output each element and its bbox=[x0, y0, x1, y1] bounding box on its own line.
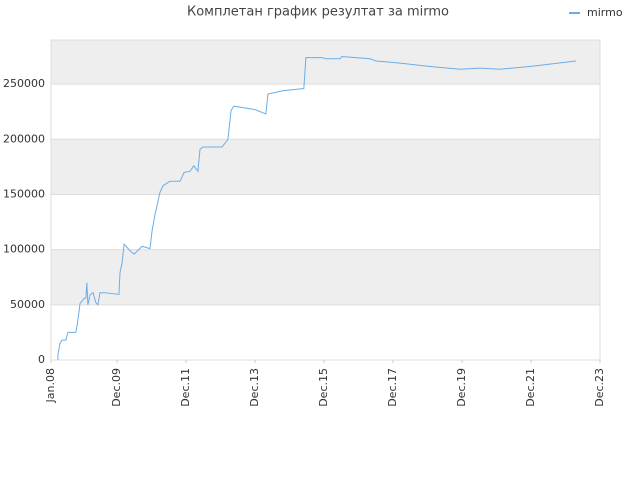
x-tick-label: Dec.09 bbox=[110, 368, 123, 407]
x-tick-label: Dec.11 bbox=[179, 368, 192, 407]
x-tick-label: Jan.08 bbox=[44, 368, 57, 403]
x-tick-label: Dec.23 bbox=[593, 368, 606, 407]
x-tick-label: Dec.13 bbox=[248, 368, 261, 407]
y-tick-label: 50000 bbox=[10, 298, 45, 311]
y-tick-label: 150000 bbox=[3, 187, 45, 200]
grid-band bbox=[51, 139, 600, 195]
plot-border bbox=[50, 39, 601, 361]
x-tick-label: Dec.15 bbox=[317, 368, 330, 407]
x-tick-label: Dec.17 bbox=[386, 368, 399, 407]
y-tick-label: 200000 bbox=[3, 132, 45, 145]
legend-label: mirmo bbox=[587, 6, 623, 19]
grid-band bbox=[51, 40, 600, 85]
y-tick-label: 0 bbox=[38, 353, 45, 366]
y-tick-label: 250000 bbox=[3, 77, 45, 90]
y-tick-label: 100000 bbox=[3, 243, 45, 256]
x-tick-label: Dec.19 bbox=[455, 368, 468, 407]
chart-title: Комплетан график резултат за mirmo bbox=[187, 5, 449, 20]
series-line bbox=[57, 56, 577, 360]
grid-band bbox=[51, 249, 600, 305]
x-tick-label: Dec.21 bbox=[524, 368, 537, 407]
